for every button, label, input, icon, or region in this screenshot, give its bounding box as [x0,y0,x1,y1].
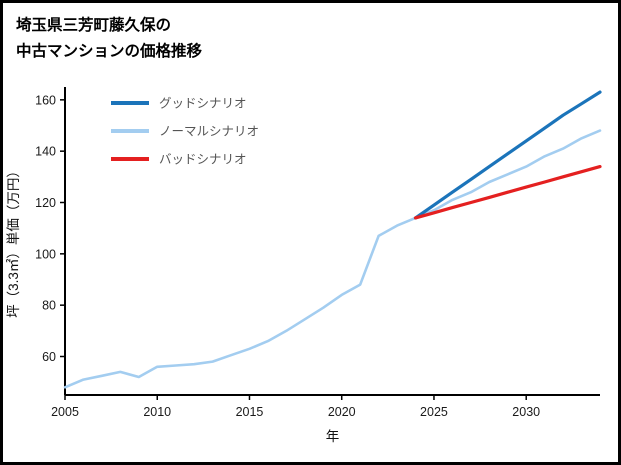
legend-label-normal: ノーマルシナリオ [159,125,259,139]
series-line-normal [63,129,602,389]
price-trend-chart: 2005 2010 2015 2020 2025 2030 60 80 100 120 140 160… [6,87,602,444]
chart-title-line2: 中古マンションの価格推移 [16,43,203,60]
x-tick-label: 2015 [236,405,264,419]
legend-label-bad: バッドシナリオ [159,153,247,167]
y-axis-label: 坪（3.3㎡）単価（万円） [6,164,21,318]
legend-item-bad: バッドシナリオ [111,153,247,167]
chart-title-line1: 埼玉県三芳町藤久保の [16,17,172,34]
x-axis-label: 年 [326,429,340,444]
y-tick-label: 80 [42,299,56,313]
x-tick-label: 2030 [512,405,540,419]
x-tick-label: 2005 [51,405,79,419]
y-tick-label: 140 [35,145,56,159]
series-line-bad [413,164,602,220]
axes: 2005 2010 2015 2020 2025 2030 60 80 100 120 140 160 [35,87,600,419]
legend-item-normal: ノーマルシナリオ [111,125,259,139]
series-line-good [413,90,602,220]
y-tick-label: 60 [42,350,56,364]
x-tick-label: 2010 [143,405,171,419]
y-tick-label: 160 [35,93,56,107]
y-tick-label: 100 [35,247,56,261]
x-tick-label: 2020 [328,405,356,419]
y-tick-label: 120 [35,196,56,210]
series-lines [63,90,602,389]
chart-title: 埼玉県三芳町藤久保の 中古マンションの価格推移 [3,3,618,65]
legend-item-good: グッドシナリオ [111,97,247,111]
legend-label-good: グッドシナリオ [159,97,247,111]
x-tick-label: 2025 [420,405,448,419]
